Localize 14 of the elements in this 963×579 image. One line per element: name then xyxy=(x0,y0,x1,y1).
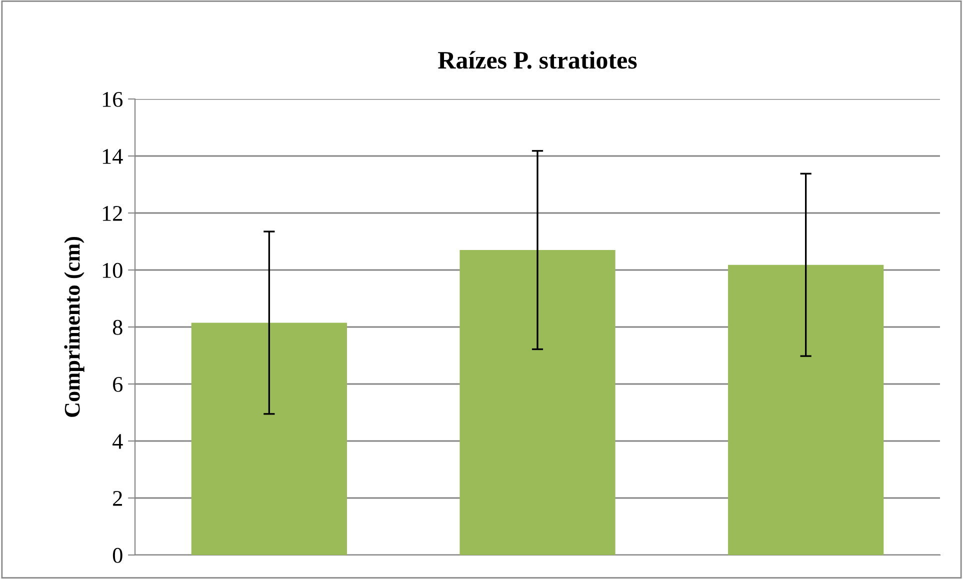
bar xyxy=(191,322,347,555)
y-tick-label: 10 xyxy=(102,262,122,278)
y-tick-label: 12 xyxy=(102,206,122,221)
y-tick-label: 4 xyxy=(112,434,123,449)
y-tick-label: 16 xyxy=(102,92,123,107)
bar xyxy=(728,264,884,555)
y-tick-label: 8 xyxy=(112,320,122,335)
y-tick-label: 2 xyxy=(113,490,122,506)
y-tick-label: 14 xyxy=(102,149,123,164)
y-tick-label: 0 xyxy=(112,548,122,563)
y-axis-title: Comprimento (cm) xyxy=(64,236,84,417)
bar xyxy=(460,250,616,555)
y-tick-label: 6 xyxy=(113,376,123,392)
chart-title: Raízes P. stratiotes xyxy=(438,51,637,69)
